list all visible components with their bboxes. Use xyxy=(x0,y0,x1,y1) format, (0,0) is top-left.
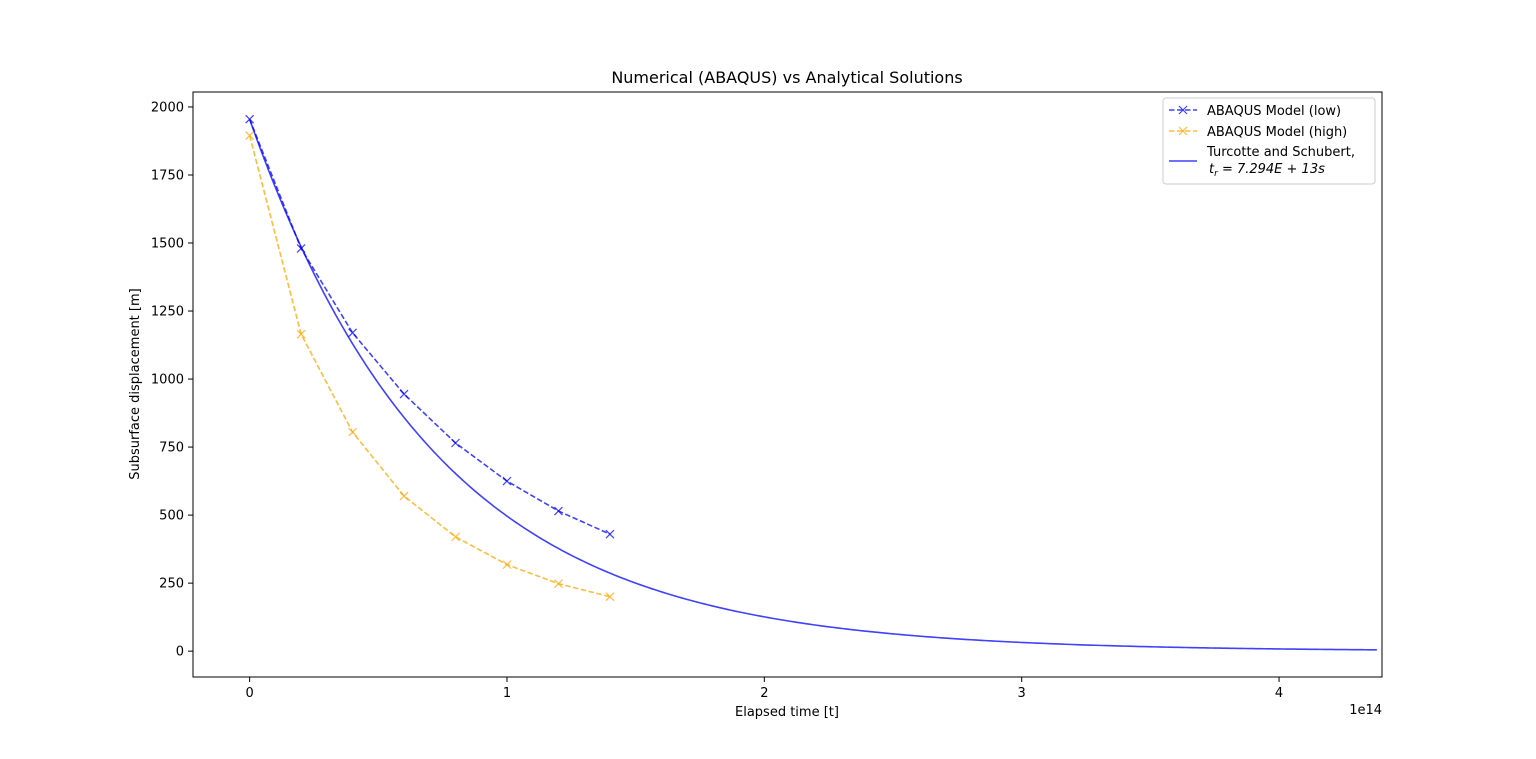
series-high-point xyxy=(296,329,306,339)
y-tick-label: 750 xyxy=(159,441,184,456)
y-tick-label: 1500 xyxy=(151,237,184,252)
chart-title: Numerical (ABAQUS) vs Analytical Solutio… xyxy=(611,68,962,87)
x-tick-label: 3 xyxy=(1018,686,1026,701)
legend-label-analytical-line2: tr = 7.294E + 13s xyxy=(1209,162,1325,179)
y-tick-label: 2000 xyxy=(151,100,184,115)
plot-frame xyxy=(192,91,1383,678)
series-high-point xyxy=(554,579,563,589)
series-low-point xyxy=(348,328,357,338)
series-high-point xyxy=(348,427,357,437)
legend-marker-high xyxy=(1178,126,1188,136)
x-tick-label: 4 xyxy=(1275,686,1283,701)
x-axis-offset-label: 1e14 xyxy=(1349,703,1382,718)
y-tick-label: 0 xyxy=(176,645,184,660)
x-axis-label: Elapsed time [t] xyxy=(735,705,839,720)
x-tick-label: 2 xyxy=(760,686,768,701)
y-axis: 0 250 500 750 1000 1250 1500 1750 2000 xyxy=(151,100,193,660)
y-axis-label: Subsurface displacement [m] xyxy=(128,288,143,479)
series-low-point xyxy=(296,244,306,253)
x-tick-label: 1 xyxy=(503,686,511,701)
legend-label-low: ABAQUS Model (low) xyxy=(1207,104,1341,119)
series-low-point xyxy=(399,389,409,399)
y-tick-label: 1000 xyxy=(151,373,184,388)
plot-area xyxy=(245,114,1377,651)
series-high-point xyxy=(399,491,409,501)
series-low-point xyxy=(554,506,563,516)
series-analytical-line xyxy=(248,118,1377,651)
y-tick-label: 250 xyxy=(159,577,184,592)
series-low-point xyxy=(451,438,460,448)
series-high-point xyxy=(605,592,615,602)
series-low-point xyxy=(605,529,615,539)
legend: ABAQUS Model (low) ABAQUS Model (high) T… xyxy=(1162,97,1376,185)
series-low-point xyxy=(502,476,512,486)
y-tick-label: 500 xyxy=(159,509,184,524)
y-tick-label: 1250 xyxy=(151,305,184,320)
series-high-point xyxy=(451,532,460,542)
x-tick-label: 0 xyxy=(245,686,253,701)
y-tick-label: 1750 xyxy=(151,168,184,183)
x-axis: 0 1 2 3 4 xyxy=(245,677,1283,701)
legend-box xyxy=(1162,97,1376,185)
series-low-line xyxy=(248,118,611,535)
series-high-point xyxy=(502,560,512,570)
series-high-point xyxy=(245,131,255,140)
series-low-point xyxy=(245,114,255,124)
legend-label-high: ABAQUS Model (high) xyxy=(1207,125,1347,140)
legend-label-analytical: Turcotte and Schubert, xyxy=(1206,145,1355,160)
legend-marker-low xyxy=(1178,105,1188,115)
